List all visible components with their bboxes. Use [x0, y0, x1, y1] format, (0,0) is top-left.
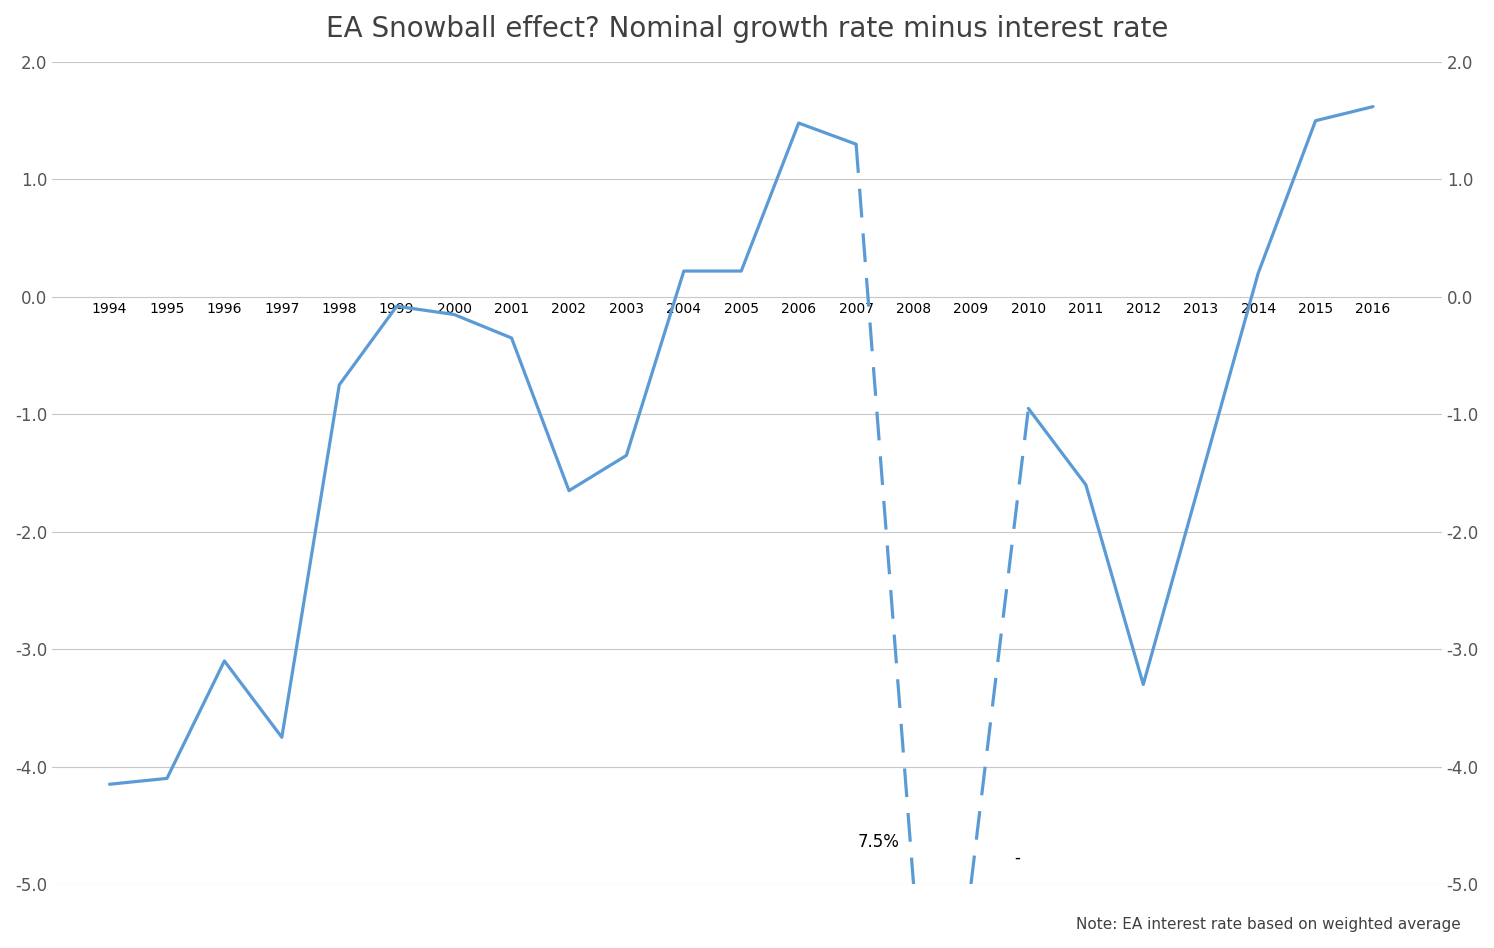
- Text: -: -: [1014, 848, 1020, 866]
- Text: 7.5%: 7.5%: [858, 833, 899, 851]
- Text: Note: EA interest rate based on weighted average: Note: EA interest rate based on weighted…: [1076, 917, 1461, 932]
- Title: EA Snowball effect? Nominal growth rate minus interest rate: EA Snowball effect? Nominal growth rate …: [326, 15, 1168, 43]
